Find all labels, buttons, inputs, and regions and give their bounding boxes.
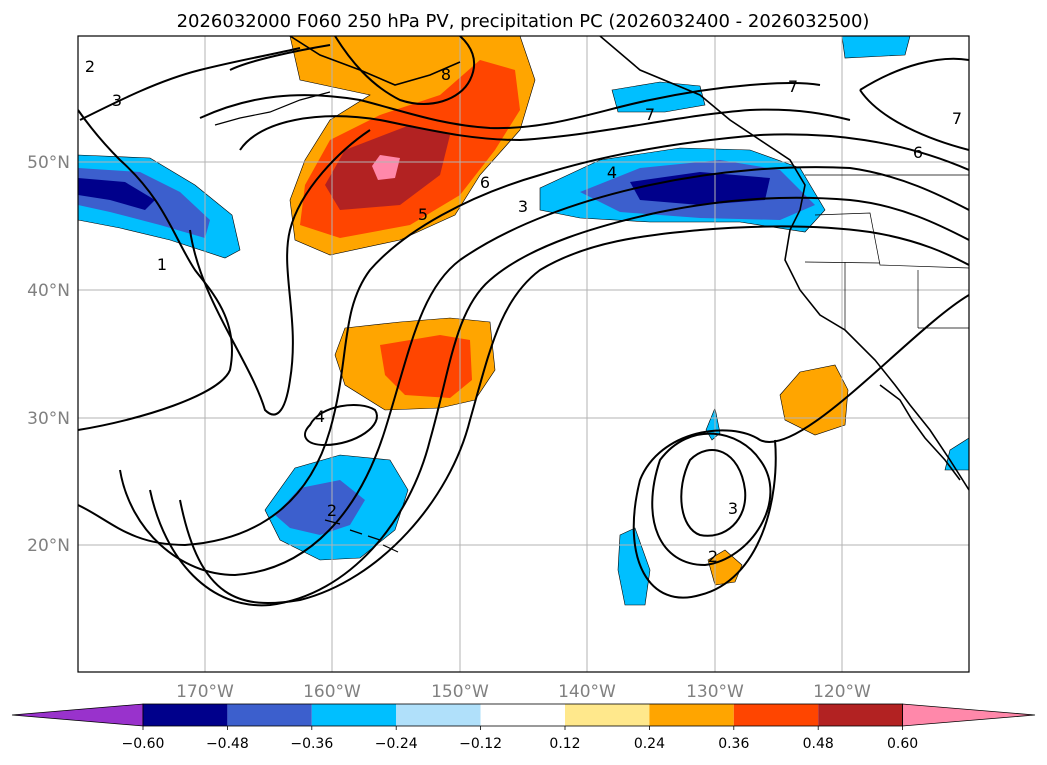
map-frame <box>77 35 970 673</box>
pv-contour-7 <box>189 129 371 416</box>
colorbar-tick-label: 0.48 <box>803 736 834 752</box>
shade-positive-north-pink <box>372 155 400 180</box>
colorbar-tick-label: 0.12 <box>549 736 580 752</box>
lon-label-150w: 150°W <box>431 682 489 702</box>
colorbar-segment <box>311 704 397 726</box>
lon-label-130w: 130°W <box>686 682 744 702</box>
contour-label: 7 <box>952 109 962 128</box>
colorbar-tick-label: −0.24 <box>375 736 418 752</box>
shade-negative-small-3 <box>841 36 911 59</box>
contour-label: 7 <box>788 77 798 96</box>
colorbar-segment <box>227 704 312 726</box>
colorbar-tick-label: −0.60 <box>122 736 165 752</box>
shade-negative-small-1 <box>617 527 651 606</box>
lon-label-160w: 160°W <box>303 682 361 702</box>
map-title: 2026032000 F060 250 hPa PV, precipitatio… <box>177 11 870 32</box>
colorbar-frame <box>142 703 903 727</box>
pv-contour-9 <box>680 449 747 537</box>
colorbar-tick-label: 0.36 <box>718 736 749 752</box>
lat-label-50n: 50°N <box>27 153 70 173</box>
shade-negative-west-core <box>78 178 155 210</box>
map-background <box>78 36 969 672</box>
colorbar-segment <box>143 704 228 726</box>
colorbar-segment <box>480 704 565 726</box>
pv-contour-2 <box>78 133 969 547</box>
contour-label: 6 <box>913 143 923 162</box>
longitude-labels: 170°W 160°W 150°W 140°W 130°W 120°W <box>176 682 871 702</box>
pv-contour-6 <box>79 44 331 121</box>
contour-label: 2 <box>708 547 718 566</box>
coastlines <box>214 36 969 553</box>
contour-label: 3 <box>728 499 738 518</box>
contour-label: 3 <box>518 197 528 216</box>
contour-label: 7 <box>645 105 655 124</box>
contour-label: 1 <box>157 255 167 274</box>
contour-label: 6 <box>480 173 490 192</box>
alaska-coast <box>289 36 461 86</box>
pv-contour-14 <box>859 57 969 151</box>
colorbar-segment <box>818 704 903 726</box>
pv-contour-15 <box>334 36 476 105</box>
pv-contour-5 <box>179 225 969 605</box>
pv-contour-4 <box>149 196 969 607</box>
contour-label: 2 <box>327 501 337 520</box>
state-borders <box>804 212 969 330</box>
lon-label-120w: 120°W <box>813 682 871 702</box>
contour-label: 5 <box>418 205 428 224</box>
lon-label-140w: 140°W <box>558 682 616 702</box>
pv-contour-12 <box>199 82 821 130</box>
lat-label-20n: 20°N <box>27 536 70 556</box>
contour-labels: 2 3 8 7 7 6 6 5 4 3 1 4 3 2 2 7 <box>85 57 962 566</box>
shade-positive-mid-red <box>380 335 472 398</box>
pv-contour-10 <box>651 432 772 567</box>
contour-label: 4 <box>607 163 617 182</box>
contour-label: 3 <box>112 91 122 110</box>
colorbar-segment <box>733 704 819 726</box>
shade-negative-center-core <box>630 172 770 205</box>
colorbar-segment <box>396 704 481 726</box>
colorbar-tick-label: 0.60 <box>887 736 918 752</box>
shade-negative-small-2 <box>611 81 706 113</box>
colorbar-segment <box>565 704 650 726</box>
pv-contour-3 <box>119 166 969 577</box>
colorbar-tick-label: −0.48 <box>206 736 249 752</box>
lat-label-30n: 30°N <box>27 409 70 429</box>
contour-label: 2 <box>85 57 95 76</box>
colorbar: −0.60 −0.48 −0.36 −0.24 −0.12 0.12 0.24 0.36 0.4… <box>11 703 1036 752</box>
colorbar-tick-label: −0.12 <box>459 736 502 752</box>
contour-label: 8 <box>441 65 451 84</box>
colorbar-tick-label: −0.36 <box>290 736 333 752</box>
map-content <box>78 36 969 672</box>
pv-contours <box>78 36 969 607</box>
colorbar-extend-max <box>902 703 1036 727</box>
colorbar-extend-min <box>11 703 144 727</box>
colorbar-segment <box>649 704 734 726</box>
hawaii-islands <box>324 519 399 553</box>
pv-contour-11 <box>632 294 969 599</box>
north-american-coast <box>599 36 969 491</box>
map-panel: 2 3 8 7 7 6 6 5 4 3 1 4 3 2 2 7 <box>77 35 970 673</box>
lon-label-170w: 170°W <box>176 682 234 702</box>
pv-contour-8 <box>304 404 378 447</box>
lat-label-40n: 40°N <box>27 281 70 301</box>
aleutian-islands <box>214 91 331 126</box>
pv-contour-13 <box>239 108 851 151</box>
pv-contour-1 <box>78 109 233 431</box>
colorbar-tick-label: 0.24 <box>634 736 665 752</box>
latitude-labels: 50°N 40°N 30°N 20°N <box>27 153 70 556</box>
contour-label: 4 <box>315 407 325 426</box>
baja-coast <box>879 384 961 481</box>
